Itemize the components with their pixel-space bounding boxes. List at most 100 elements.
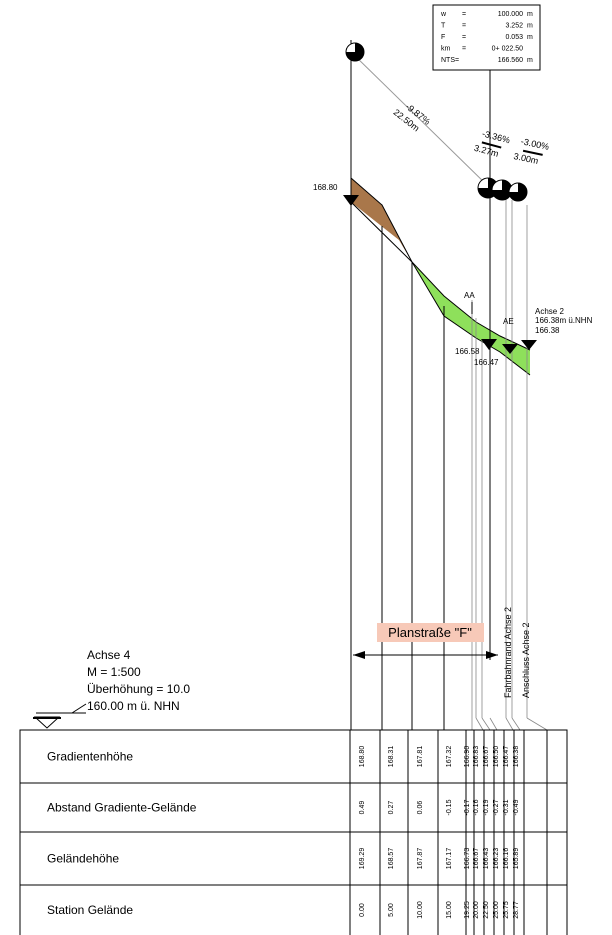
table-cell-value: 165.89: [513, 848, 520, 870]
table-cell-value: 166.47: [503, 746, 510, 768]
table-cell-value: -0.16: [473, 799, 480, 815]
station-verticals: [350, 40, 491, 730]
curve-point-circles: [345, 42, 528, 202]
svg-text:166.47: 166.47: [474, 358, 499, 367]
start-elevation-triangle: [343, 195, 359, 206]
table-cell-value: 169.29: [359, 848, 366, 870]
cut-area: [351, 178, 412, 262]
table-cell-value: 166.16: [503, 848, 510, 870]
curve-param-row: T = 3.252 m: [441, 23, 533, 30]
start-elevation: 168.80: [313, 183, 338, 192]
svg-text:km: km: [441, 46, 451, 53]
svg-text:166.38m ü.NHN: 166.38m ü.NHN: [535, 316, 593, 325]
table-cell-value: 167.81: [417, 746, 424, 768]
curve-circle-3: [491, 179, 513, 201]
svg-text:Überhöhung = 10.0: Überhöhung = 10.0: [87, 682, 190, 696]
table-cell-value: 166.73: [464, 848, 471, 870]
tangent-line: [350, 51, 491, 189]
table-row-label: Station Gelände: [47, 903, 133, 917]
profile-data-table: Gradientenhöhe Abstand Gradiente-Gelände G…: [19, 729, 568, 935]
svg-text:F: F: [441, 34, 445, 41]
table-cell-value: 15.00: [446, 901, 453, 919]
aa-marker: AA 166.58 166.47: [455, 291, 499, 367]
curve-circle-4: [508, 182, 528, 202]
table-cell-value: -0.19: [483, 799, 490, 815]
table-cell-value: 167.87: [417, 848, 424, 870]
svg-text:AA: AA: [464, 291, 475, 300]
table-cell-value: 166.90: [464, 746, 471, 768]
svg-text:=: =: [462, 23, 466, 30]
table-cell-value: 5.00: [388, 903, 395, 917]
table-cell-value: 166.83: [473, 746, 480, 768]
gradient-annotation-2: -3.36% 3.27m: [473, 128, 511, 159]
table-cell-value: 25.00: [493, 901, 500, 919]
table-cell-value: 25.75: [503, 901, 510, 919]
table-cell-value: -0.49: [513, 799, 520, 815]
terrain-line: [350, 177, 531, 351]
table-cell-value: 167.17: [446, 848, 453, 870]
table-cell-value: -0.31: [503, 799, 510, 815]
svg-text:m: m: [527, 34, 533, 41]
svg-text:m: m: [527, 57, 533, 64]
ae-marker: AE: [502, 317, 518, 354]
table-cell-value: 28.77: [513, 901, 520, 919]
svg-text:=: =: [462, 46, 466, 53]
table-cell-value: -0.17: [464, 799, 471, 815]
table-cell-value: 0.27: [388, 801, 395, 815]
svg-text:T: T: [441, 23, 446, 30]
curve-param-row: NTS= 166.560 m: [441, 57, 533, 64]
svg-text:Achse 2: Achse 2: [535, 307, 564, 316]
svg-text:0.053: 0.053: [505, 34, 523, 41]
table-cell-value: 166.67: [473, 848, 480, 870]
svg-text:3.252: 3.252: [505, 23, 523, 30]
svg-text:m: m: [527, 11, 533, 18]
gradient-annotation-3: -3.00% 3.00m: [513, 136, 550, 166]
table-cell-value: 168.31: [388, 746, 395, 768]
curve-circle-start: [345, 42, 365, 62]
table-row-label: Geländehöhe: [47, 852, 119, 866]
plan-label: Planstraße "F": [388, 625, 472, 640]
gradient-line: [350, 201, 531, 376]
curve-parameter-box: w = 100.000 m T = 3.252 m F = 0.053 m km = 0+ 022.50 NT…: [432, 4, 541, 71]
axis-info-block: Achse 4 M = 1:500 Überhöhung = 10.0 160.…: [33, 648, 190, 729]
table-cell-value: -0.15: [446, 799, 453, 815]
fahrbahnrand-label: Fahrbahnrand Achse 2: [503, 607, 513, 698]
curve-param-row: w = 100.000 m: [440, 11, 533, 18]
detail-verticals: [471, 190, 528, 718]
svg-text:166.38: 166.38: [535, 326, 560, 335]
svg-text:=: =: [462, 11, 466, 18]
table-cell-value: 168.80: [359, 746, 366, 768]
table-cell-value: 166.43: [483, 848, 490, 870]
table-cell-value: 167.32: [446, 746, 453, 768]
svg-text:M = 1:500: M = 1:500: [87, 665, 141, 679]
table-cell-value: 0.00: [359, 903, 366, 917]
svg-text:AE: AE: [503, 317, 514, 326]
svg-text:100.000: 100.000: [498, 11, 523, 18]
achse2-marker: Achse 2 166.38m ü.NHN 166.38: [521, 307, 593, 350]
svg-text:NTS=: NTS=: [441, 57, 459, 64]
table-cell-value: 166.67: [483, 746, 490, 768]
table-cell-value: 19.25: [464, 901, 471, 919]
gradient-annotation-1: -9.87% 22.50m: [391, 101, 432, 133]
svg-text:166.58: 166.58: [455, 347, 480, 356]
station-connectors: [471, 717, 548, 731]
table-cell-value: 166.50: [493, 746, 500, 768]
table-row-label: Gradientenhöhe: [47, 750, 133, 764]
svg-text:=: =: [462, 34, 466, 41]
table-cell-value: 166.38: [513, 746, 520, 768]
svg-text:m: m: [527, 23, 533, 30]
svg-text:-3.00%: -3.00%: [520, 136, 550, 152]
table-row-label: Abstand Gradiente-Gelände: [47, 801, 197, 815]
svg-text:0+ 022.50: 0+ 022.50: [492, 46, 523, 53]
table-cell-value: 168.57: [388, 848, 395, 870]
svg-text:Achse 4: Achse 4: [87, 648, 131, 662]
table-cell-value: 10.00: [417, 901, 424, 919]
curve-param-row: F = 0.053 m: [441, 34, 533, 41]
table-cell-value: 0.06: [417, 801, 424, 815]
svg-text:w: w: [440, 11, 447, 18]
curve-param-row: km = 0+ 022.50: [441, 46, 523, 53]
plan-extent: Planstraße "F": [353, 623, 498, 659]
table-cell-value: 0.49: [359, 801, 366, 815]
table-cell-value: 20.00: [473, 901, 480, 919]
